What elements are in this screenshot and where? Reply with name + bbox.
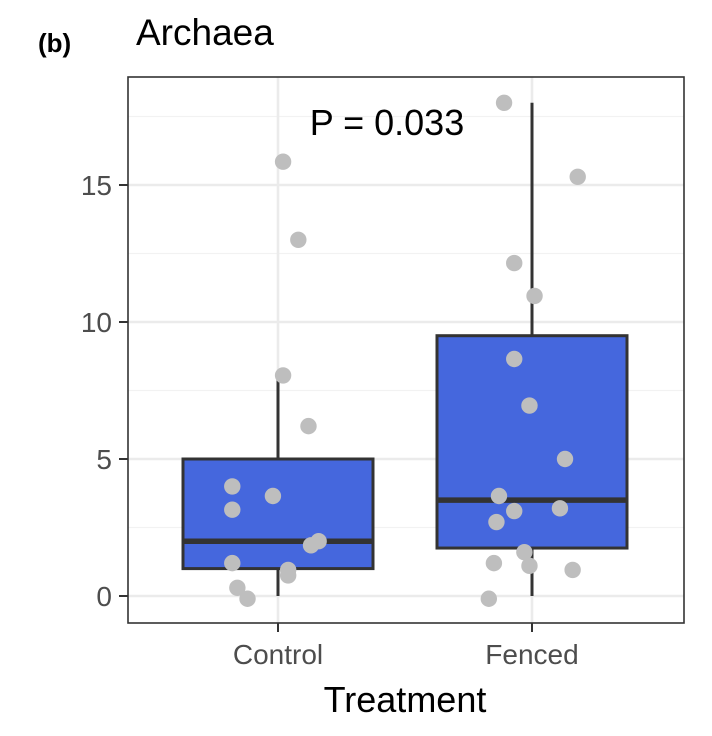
y-tick-label: 15 xyxy=(81,170,112,201)
data-point xyxy=(239,590,256,607)
data-point xyxy=(224,501,241,518)
data-point xyxy=(229,579,246,596)
chart-title: Archaea xyxy=(136,12,274,53)
data-point xyxy=(279,567,297,584)
data-point xyxy=(300,417,317,435)
x-tick-label-fenced: Fenced xyxy=(485,639,578,670)
data-point xyxy=(274,153,292,170)
data-point xyxy=(490,487,508,505)
panel-label: (b) xyxy=(38,28,71,58)
x-tick-label-control: Control xyxy=(233,639,323,670)
data-point xyxy=(274,367,292,384)
plot-area: 0 5 10 15 Control Fenced xyxy=(81,76,685,670)
y-tick-label: 5 xyxy=(96,444,112,475)
data-point xyxy=(556,450,574,468)
data-point xyxy=(506,350,523,368)
data-point xyxy=(521,557,538,575)
plot-border xyxy=(127,76,685,624)
data-point xyxy=(516,543,533,561)
data-point xyxy=(224,478,241,495)
data-point xyxy=(302,537,320,554)
data-point xyxy=(290,231,307,248)
data-point xyxy=(521,397,538,414)
y-tick-label: 10 xyxy=(81,307,112,338)
data-point xyxy=(551,500,569,517)
data-point xyxy=(264,487,282,505)
data-point xyxy=(485,554,503,572)
box-fenced xyxy=(435,334,629,550)
data-point xyxy=(488,513,505,531)
data-point xyxy=(495,94,513,112)
y-tick-label: 0 xyxy=(96,581,112,612)
data-point xyxy=(506,502,523,520)
data-point xyxy=(526,287,543,305)
box-control xyxy=(181,457,375,571)
data-point xyxy=(569,168,586,185)
data-point xyxy=(224,554,241,572)
data-point xyxy=(506,254,523,272)
data-point xyxy=(480,590,498,607)
p-value-annotation: P = 0.033 xyxy=(310,102,464,143)
x-axis-title: Treatment xyxy=(324,679,487,720)
data-point xyxy=(564,561,581,579)
